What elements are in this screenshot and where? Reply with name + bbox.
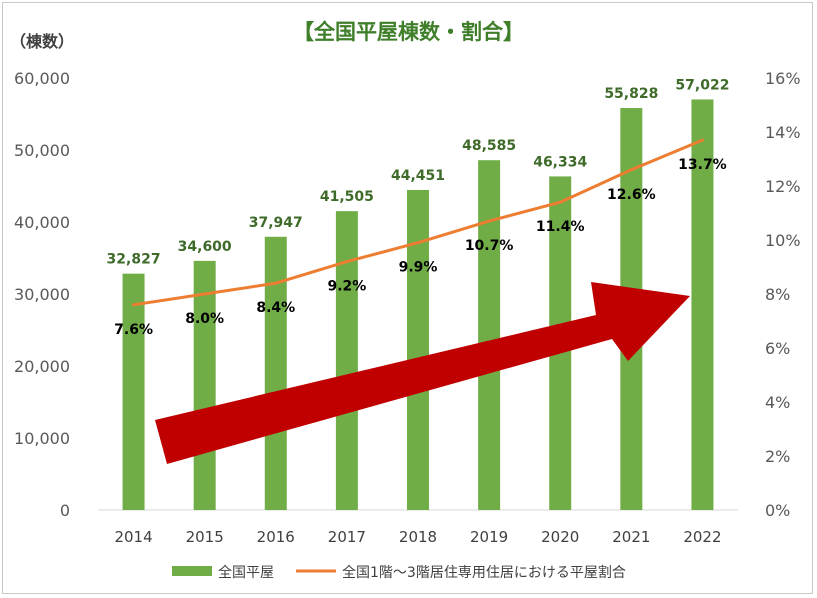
bar — [335, 211, 358, 510]
bar — [691, 99, 714, 511]
bar — [264, 236, 287, 510]
bar-value-label: 32,827 — [107, 252, 161, 268]
bar-value-label: 41,505 — [320, 189, 374, 205]
line-series: 7.6% 8.0% 8.4% 9.2% 9.9% 10.7% 11.4% 12.6% 13.7% — [114, 138, 727, 338]
legend: 全国平屋 全国1階～3階居住専用住居における平屋割合 — [172, 564, 626, 581]
line-point — [416, 241, 420, 245]
x-axis-tick-label: 2021 — [612, 528, 650, 546]
bar-value-label: 37,947 — [249, 215, 303, 231]
right-axis-tick-label: 10% — [765, 231, 801, 250]
trend-arrow — [155, 282, 690, 464]
right-axis-tick-label: 14% — [765, 123, 801, 142]
bar-value-label: 48,585 — [462, 138, 516, 154]
bar-value-label: 44,451 — [391, 168, 445, 184]
bar — [122, 273, 145, 510]
bar-value-label: 57,022 — [675, 77, 729, 93]
left-axis-tick-label: 30,000 — [14, 285, 70, 304]
left-axis-tick-label: 60,000 — [14, 69, 70, 88]
x-axis-tick-label: 2019 — [470, 528, 508, 546]
x-axis-tick-label: 2020 — [541, 528, 579, 546]
legend-swatch-bar — [172, 566, 212, 576]
line-point — [700, 138, 704, 142]
left-axis: 0 10,000 20,000 30,000 40,000 50,000 60,000 — [14, 69, 70, 520]
line-point — [274, 281, 278, 285]
bar — [407, 189, 429, 510]
line-point — [629, 168, 633, 172]
x-axis-tick-label: 2017 — [328, 528, 366, 546]
x-axis-tick-label: 2015 — [186, 528, 224, 546]
left-axis-tick-label: 20,000 — [14, 357, 70, 376]
bar — [478, 160, 501, 511]
right-axis-tick-label: 16% — [765, 69, 801, 88]
right-axis-tick-label: 6% — [765, 339, 790, 358]
x-axis-tick-label: 2016 — [257, 528, 295, 546]
x-axis-tick-label: 2014 — [114, 528, 152, 546]
chart-title: 【全国平屋棟数・割合】 — [293, 20, 524, 44]
line-point — [558, 200, 562, 204]
right-axis-tick-label: 2% — [765, 447, 790, 466]
line-value-label: 13.7% — [678, 157, 727, 173]
right-axis-tick-label: 4% — [765, 393, 790, 412]
left-axis-tick-label: 0 — [60, 501, 70, 520]
line-point — [132, 303, 136, 307]
bar-value-label: 46,334 — [533, 154, 587, 170]
left-axis-tick-label: 50,000 — [14, 141, 70, 160]
y-axis-unit-label: （棟数） — [10, 32, 75, 51]
line-value-label: 10.7% — [465, 238, 514, 254]
left-axis-tick-label: 40,000 — [14, 213, 70, 232]
line-value-label: 12.6% — [607, 187, 656, 203]
right-axis-tick-label: 0% — [765, 501, 790, 520]
line-point — [487, 219, 491, 223]
line-value-label: 8.0% — [185, 311, 224, 327]
right-axis: 0% 2% 4% 6% 8% 10% 12% 14% 16% — [765, 69, 801, 520]
line-point — [203, 292, 207, 296]
bar-value-label: 55,828 — [604, 86, 658, 102]
left-axis-tick-label: 10,000 — [14, 429, 70, 448]
line-value-label: 11.4% — [536, 219, 585, 235]
legend-label-bar: 全国平屋 — [218, 564, 274, 581]
right-axis-tick-label: 8% — [765, 285, 790, 304]
arrow-shape — [155, 282, 690, 464]
right-axis-tick-label: 12% — [765, 177, 801, 196]
line-value-label: 7.6% — [114, 322, 153, 338]
line-value-label: 9.2% — [327, 279, 366, 295]
x-axis: 2014 2015 2016 2017 2018 2019 2020 2021 2022 — [114, 528, 721, 546]
legend-label-line: 全国1階～3階居住専用住居における平屋割合 — [342, 564, 626, 581]
line-point — [345, 260, 349, 264]
bar — [193, 260, 216, 510]
bar-value-label: 34,600 — [178, 239, 232, 255]
x-axis-tick-label: 2022 — [683, 528, 721, 546]
line-value-label: 9.9% — [399, 260, 438, 276]
line-value-label: 8.4% — [256, 300, 295, 316]
x-axis-tick-label: 2018 — [399, 528, 437, 546]
